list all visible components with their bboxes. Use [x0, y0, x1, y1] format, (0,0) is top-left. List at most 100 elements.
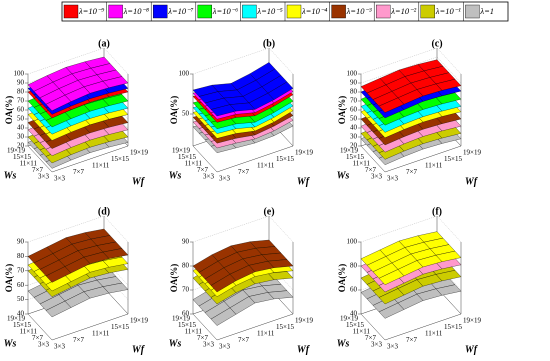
axis-line	[360, 145, 386, 173]
axis-line	[27, 145, 53, 173]
x-tick-label: 3×3	[54, 343, 65, 351]
x-tick-label: 11×11	[92, 330, 110, 338]
surface-plot: 607080903×37×711×1115×1519×193×37×711×11…	[169, 206, 314, 355]
x-tick-label: 11×11	[425, 162, 443, 170]
axis-line	[384, 145, 462, 173]
legend-swatch	[465, 4, 480, 19]
z-tick-label: 40	[350, 310, 358, 318]
x-tick-label: 3×3	[219, 175, 230, 183]
z-axis-label: OA(%)	[337, 96, 347, 125]
x-tick-label: 7×7	[406, 336, 417, 344]
y-axis-label: Ws	[4, 338, 17, 349]
y-tick-label: 11×11	[20, 160, 38, 168]
z-tick-label: 20	[17, 142, 25, 150]
z-tick-label: 100	[14, 70, 25, 78]
z-tick-label: 80	[17, 252, 25, 260]
grid-line	[27, 215, 105, 243]
x-tick-label: 15×15	[111, 155, 129, 163]
x-tick-label: 3×3	[387, 175, 398, 183]
y-axis-label: Ws	[337, 338, 350, 349]
z-tick-label: 90	[182, 238, 190, 246]
y-tick-label: 19×19	[172, 147, 190, 155]
y-tick-label: 3×3	[371, 341, 382, 349]
axis-line	[216, 145, 294, 173]
z-tick-label: 80	[182, 262, 190, 270]
y-tick-label: 11×11	[353, 160, 371, 168]
z-tick-label: 100	[347, 70, 358, 78]
z-tick-label: 30	[17, 133, 25, 141]
y-tick-label: 11×11	[20, 328, 38, 336]
y-tick-label: 3×3	[203, 341, 214, 349]
y-tick-label: 3×3	[38, 341, 49, 349]
surface-cell	[267, 290, 294, 300]
z-tick-label: 70	[182, 286, 190, 294]
legend-label: λ=10⁻⁶	[212, 6, 238, 16]
x-tick-label: 19×19	[130, 317, 148, 325]
surface-plot: 4060801003×37×711×1115×1519×193×37×711×1…	[337, 206, 482, 355]
x-axis-label: Wf	[465, 176, 479, 187]
y-tick-label: 15×15	[13, 321, 31, 329]
legend-swatch	[331, 4, 346, 19]
grid-line	[268, 215, 294, 243]
x-tick-label: 3×3	[387, 343, 398, 351]
y-tick-label: 11×11	[185, 328, 203, 336]
z-tick-label: 40	[17, 124, 25, 132]
x-axis-label: Wf	[297, 176, 311, 187]
z-tick-label: 90	[350, 79, 358, 87]
y-tick-label: 7×7	[32, 166, 43, 174]
x-axis-label: Wf	[297, 344, 311, 355]
x-tick-label: 7×7	[238, 168, 249, 176]
y-tick-label: 15×15	[346, 321, 364, 329]
x-tick-label: 15×15	[444, 323, 462, 331]
x-tick-label: 11×11	[257, 330, 275, 338]
legend-label: λ=1	[479, 6, 494, 16]
axis-line	[51, 145, 129, 173]
surface-cell	[267, 81, 294, 100]
y-tick-label: 19×19	[7, 315, 25, 323]
y-tick-label: 19×19	[172, 315, 190, 323]
x-tick-label: 19×19	[295, 317, 313, 325]
surface-cell	[102, 256, 129, 268]
y-tick-label: 11×11	[353, 328, 371, 336]
y-tick-label: 3×3	[38, 173, 49, 181]
z-tick-label: 50	[17, 295, 25, 303]
x-tick-label: 11×11	[92, 162, 110, 170]
surface-plot: 4050607080903×37×711×1115×1519×193×37×71…	[4, 206, 149, 355]
x-tick-label: 15×15	[276, 323, 294, 331]
x-tick-label: 7×7	[73, 168, 84, 176]
legend-swatch	[152, 4, 168, 19]
z-tick-label: 40	[17, 310, 25, 318]
panel-label: (b)	[263, 38, 275, 49]
y-tick-label: 7×7	[197, 334, 208, 342]
surface-plot: 20304050607080901003×37×711×1115×1519×19…	[4, 38, 149, 187]
y-tick-label: 19×19	[340, 147, 358, 155]
axis-line	[360, 313, 386, 341]
y-tick-label: 19×19	[340, 315, 358, 323]
x-tick-label: 15×15	[276, 155, 294, 163]
legend-swatch	[108, 4, 123, 19]
x-tick-label: 15×15	[111, 323, 129, 331]
x-axis-label: Wf	[465, 344, 479, 355]
x-tick-label: 7×7	[238, 336, 249, 344]
surface-cell	[435, 270, 462, 282]
axis-line	[216, 313, 294, 341]
z-tick-label: 80	[350, 88, 358, 96]
surface-cell	[102, 248, 129, 259]
z-tick-label: 60	[17, 106, 25, 114]
y-tick-label: 15×15	[346, 153, 364, 161]
z-tick-label: 60	[350, 106, 358, 114]
legend-label: λ=10⁻⁹	[78, 6, 104, 16]
y-tick-label: 19×19	[7, 147, 25, 155]
z-tick-label: 50	[17, 115, 25, 123]
z-axis-label: OA(%)	[169, 96, 179, 125]
grid-line	[192, 215, 270, 243]
surface-cell	[435, 79, 462, 91]
z-tick-label: 100	[347, 238, 358, 246]
surface-cell	[267, 271, 294, 280]
x-tick-label: 15×15	[444, 155, 462, 163]
x-tick-label: 7×7	[73, 336, 84, 344]
y-tick-label: 7×7	[32, 334, 43, 342]
x-axis-label: Wf	[132, 176, 146, 187]
surface-plot: 501003×37×711×1115×1519×193×37×711×1115×…	[169, 38, 314, 187]
z-tick-label: 60	[17, 281, 25, 289]
